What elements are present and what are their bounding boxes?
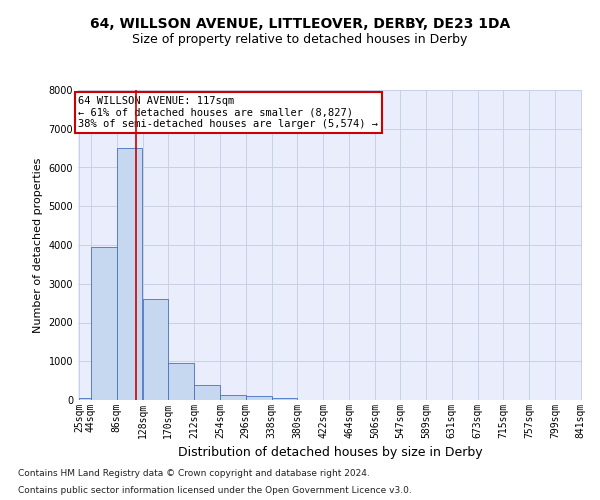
Bar (143, 299, 168, 400)
Bar (246, 396, 272, 400)
Bar (272, 398, 298, 400)
Bar (91, 247, 116, 400)
Bar (169, 363, 194, 400)
Text: Contains public sector information licensed under the Open Government Licence v3: Contains public sector information licen… (18, 486, 412, 495)
Text: 64 WILLSON AVENUE: 117sqm
← 61% of detached houses are smaller (8,827)
38% of se: 64 WILLSON AVENUE: 117sqm ← 61% of detac… (79, 96, 379, 129)
X-axis label: Distribution of detached houses by size in Derby: Distribution of detached houses by size … (178, 446, 482, 460)
Bar (220, 395, 246, 400)
Bar (194, 384, 220, 400)
Text: Size of property relative to detached houses in Derby: Size of property relative to detached ho… (133, 32, 467, 46)
Y-axis label: Number of detached properties: Number of detached properties (33, 158, 43, 332)
Text: Contains HM Land Registry data © Crown copyright and database right 2024.: Contains HM Land Registry data © Crown c… (18, 468, 370, 477)
Bar (79, 398, 91, 400)
Bar (117, 148, 142, 400)
Text: 64, WILLSON AVENUE, LITTLEOVER, DERBY, DE23 1DA: 64, WILLSON AVENUE, LITTLEOVER, DERBY, D… (90, 18, 510, 32)
